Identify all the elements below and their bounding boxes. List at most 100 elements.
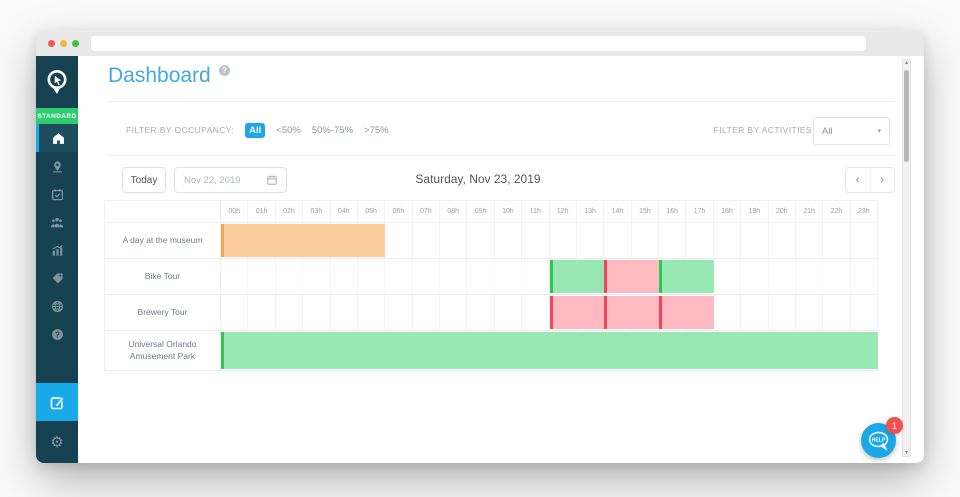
map-pin-icon [52,160,62,172]
calendar-check-icon [51,188,63,200]
occupancy-bar-pink[interactable] [659,296,714,329]
timeline-cell [413,259,440,294]
plan-badge: STANDARD [36,108,78,124]
activities-dropdown[interactable]: All ▾ [813,117,890,145]
occupancy-filter-label: FILTER BY OCCUPANCY: [126,125,235,135]
maximize-window-icon[interactable] [72,39,79,47]
current-date-heading: Saturday, Nov 23, 2019 [415,172,541,186]
date-picker-value: Nov 22, 2019 [184,174,241,186]
timeline-cell [276,295,304,330]
hour-header-00h: 00h [221,200,249,223]
timeline-cell [413,223,440,258]
timeline-cell [851,295,878,330]
sidebar-item-channels[interactable] [36,292,78,320]
date-nav: ‹ › [845,167,895,193]
timeline-header: 00h 01h 02h 03h 04h 05h 06h 07h 08h 09h 10h 11h 12h 1… [104,200,878,223]
compose-icon [50,395,64,409]
timeline-cell [358,259,386,294]
timeline-cell [686,223,714,258]
timeline-cell [796,259,824,294]
timeline-corner-cell [104,200,221,223]
occupancy-filter-row: FILTER BY OCCUPANCY: All <50% 50%-75% >7… [126,120,389,140]
timeline-cell [385,295,413,330]
occupancy-bar-pink[interactable] [549,296,605,329]
activities-dropdown-value: All [822,125,833,137]
occupancy-bar-green[interactable] [549,260,605,293]
sidebar-item-settings[interactable]: ⚙ [36,421,78,463]
activity-label: Bike Tour [104,259,221,294]
timeline-row-grid [221,331,878,370]
app-window: STANDARD [36,30,924,463]
hour-header-15h: 15h [631,200,659,223]
occupancy-option-50-75[interactable]: 50%-75% [311,124,354,136]
occupancy-option-gt75[interactable]: >75% [364,124,389,136]
sidebar-item-statistics[interactable] [36,236,78,264]
timeline-cell [440,295,468,330]
users-icon [50,217,64,227]
date-picker-input[interactable]: Nov 22, 2019 [174,167,287,193]
activity-label: Brewery Tour [104,295,221,330]
timeline-cell [823,223,851,258]
timeline-cell [851,223,878,258]
timeline-cell [276,259,304,294]
hour-header-09h: 09h [467,200,495,223]
sidebar-item-dashboard[interactable] [36,124,78,152]
timeline-cell [495,259,523,294]
timeline-cell [413,295,440,330]
title-help-icon[interactable]: ? [219,65,230,76]
hour-header-13h: 13h [576,200,605,223]
occupancy-bar-orange[interactable] [221,224,386,257]
timeline-cell [440,223,468,258]
scroll-up-icon[interactable]: ▴ [904,60,908,66]
timeline-cell [714,295,742,330]
sidebar-item-locations[interactable] [36,152,78,180]
occupancy-option-lt50[interactable]: <50% [276,124,301,136]
sidebar-item-compose[interactable] [36,383,78,421]
minimize-window-icon[interactable] [60,39,67,47]
occupancy-bar-green[interactable] [659,260,714,293]
sidebar-item-bookings[interactable] [36,180,78,208]
timeline-cell [714,259,742,294]
timeline-cell [221,295,249,330]
occupancy-option-all[interactable]: All [245,122,266,138]
timeline-cell [495,295,523,330]
help-button-label: HELP [871,437,885,443]
timeline-cell [714,223,742,258]
scroll-down-icon[interactable]: ▾ [904,450,908,456]
timeline-cell [550,223,577,258]
activities-filter-label: FILTER BY ACTIVITIES [713,125,812,135]
timeline-row-grid [221,295,878,330]
timeline-cell [851,259,878,294]
timeline-cell [495,223,523,258]
occupancy-bar-pink[interactable] [604,296,659,329]
hour-header-22h: 22h [823,200,851,223]
today-button[interactable]: Today [122,167,166,193]
app-logo[interactable] [36,56,78,108]
notification-badge[interactable]: 1 [886,417,903,434]
occupancy-bar-green[interactable] [221,332,878,369]
timeline-cell [741,223,769,258]
timeline-cell [385,223,413,258]
hour-header-10h: 10h [494,200,523,223]
activity-label: A day at the museum [104,223,221,258]
next-day-button[interactable]: › [880,174,885,186]
timeline-cell [385,259,413,294]
timeline-cell [823,295,851,330]
prev-day-button[interactable]: ‹ [846,168,871,192]
url-bar[interactable] [91,35,866,51]
occupancy-bar-pink[interactable] [604,260,659,293]
sidebar-item-customers[interactable] [36,208,78,236]
logo-pin-cursor-icon [47,70,67,94]
sidebar-item-support[interactable]: ? [36,320,78,348]
hour-header-02h: 02h [275,200,304,223]
stats-icon [51,244,63,256]
scrollbar[interactable]: ▴ ▾ [902,59,911,457]
close-window-icon[interactable] [48,39,55,47]
timeline-cell [331,259,358,294]
scrollbar-thumb[interactable] [904,70,909,162]
timeline-cell [769,259,796,294]
hour-header-12h: 12h [549,200,577,223]
page-title: Dashboard [108,64,211,87]
sidebar-item-products[interactable] [36,264,78,292]
timeline-row-grid [221,223,878,258]
